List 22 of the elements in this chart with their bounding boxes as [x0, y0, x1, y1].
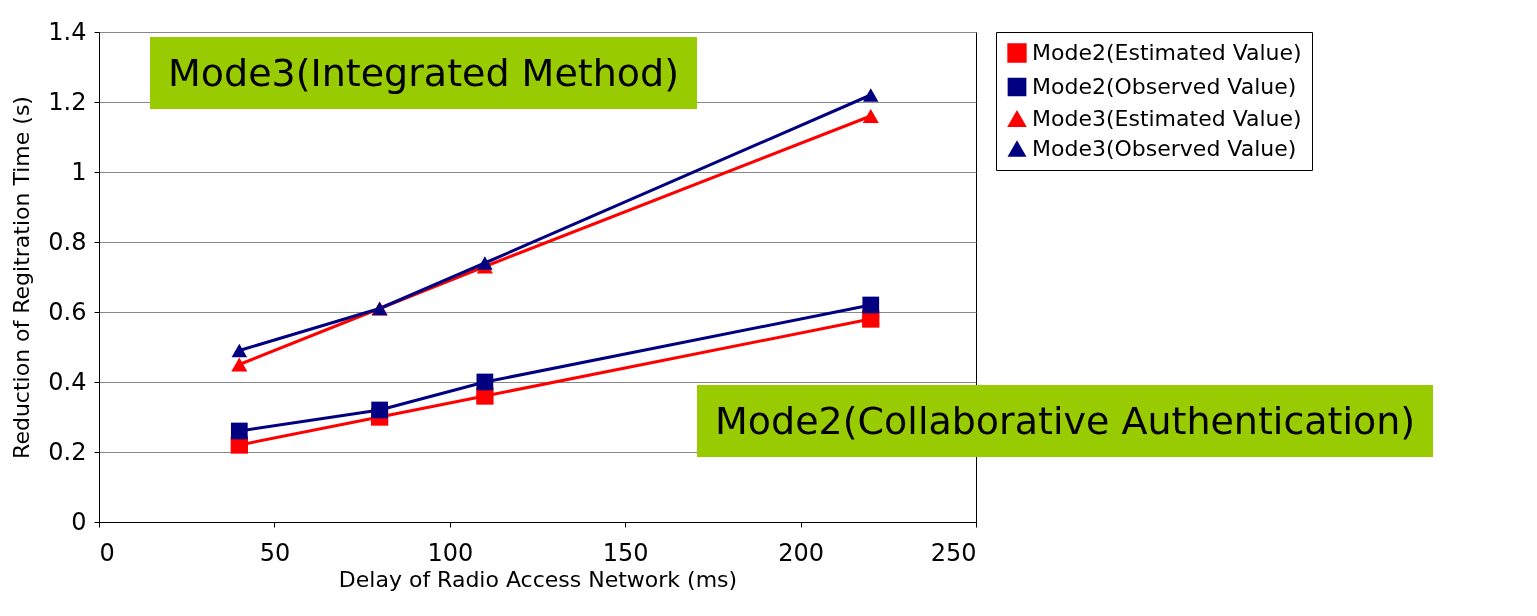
annotation: Mode2(Collaborative Authentication) — [697, 385, 1434, 457]
x-tick-label: 200 — [778, 538, 825, 567]
y-tick-label: 0.4 — [48, 367, 87, 396]
y-tick-label: 0.6 — [48, 297, 87, 326]
y-tick-label: 0.8 — [48, 227, 87, 256]
x-tick-label: 150 — [602, 538, 649, 567]
annotation: Mode3(Integrated Method) — [150, 37, 697, 109]
y-tick-label: 1.2 — [48, 87, 87, 116]
legend-label: Mode2(Observed Value) — [1032, 74, 1297, 99]
x-tick-label: 0 — [99, 538, 115, 567]
y-tick-label: 0 — [71, 507, 87, 536]
y-tick-label: 0.2 — [48, 437, 87, 466]
y-tick-label: 1 — [71, 157, 87, 186]
x-tick-label: 100 — [427, 538, 474, 567]
y-axis-title: Reduction of Regitration Time (s) — [9, 96, 35, 459]
x-tick-label: 250 — [930, 538, 977, 567]
legend-label: Mode2(Estimated Value) — [1032, 40, 1302, 65]
x-axis-title: Delay of Radio Access Network (ms) — [338, 566, 738, 592]
legend-label: Mode3(Observed Value) — [1032, 136, 1297, 161]
x-tick-label: 50 — [259, 538, 291, 567]
legend-label: Mode3(Estimated Value) — [1032, 106, 1302, 131]
y-tick-label: 1.4 — [48, 17, 87, 46]
